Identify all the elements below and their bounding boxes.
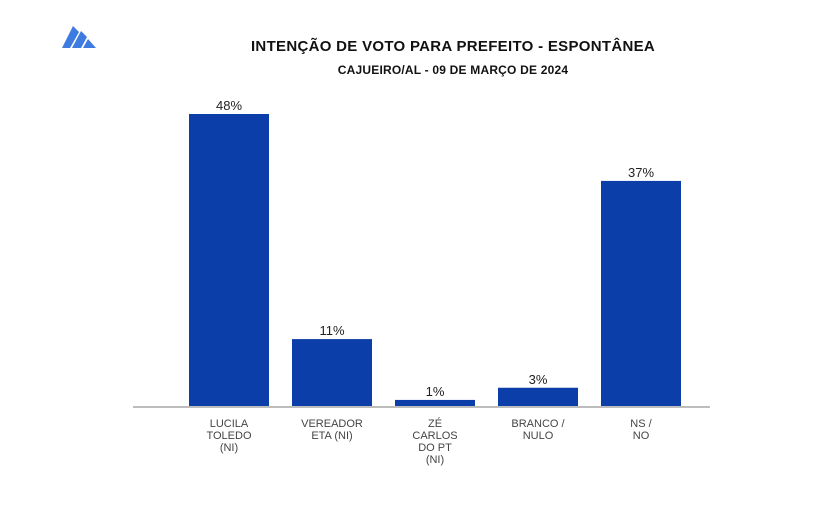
- bar-2: [395, 399, 475, 406]
- bar-value-label-4: 37%: [628, 165, 654, 180]
- bar-0: [189, 114, 269, 406]
- bar-value-label-0: 48%: [216, 98, 242, 113]
- category-label-3: BRANCO / NULO: [511, 418, 565, 442]
- pollster-logo-icon: [62, 26, 96, 48]
- bar-value-label-3: 3%: [529, 372, 548, 387]
- bar-1: [292, 339, 372, 406]
- bar-value-label-1: 11%: [319, 323, 344, 338]
- chart-title: INTENÇÃO DE VOTO PARA PREFEITO - ESPONTÂ…: [251, 37, 655, 55]
- chart-subtitle: CAJUEIRO/AL - 09 DE MARÇO DE 2024: [338, 63, 569, 77]
- category-label-4: NS / NO: [630, 418, 652, 442]
- bar-3: [498, 387, 578, 406]
- bar-4: [601, 180, 681, 406]
- category-label-0: LUCILA TOLEDO (NI): [206, 418, 251, 454]
- bar-value-label-2: 1%: [426, 384, 445, 399]
- category-label-2: ZÉ CARLOS DO PT (NI): [412, 417, 457, 466]
- category-label-1: VEREADOR ETA (NI): [301, 418, 363, 442]
